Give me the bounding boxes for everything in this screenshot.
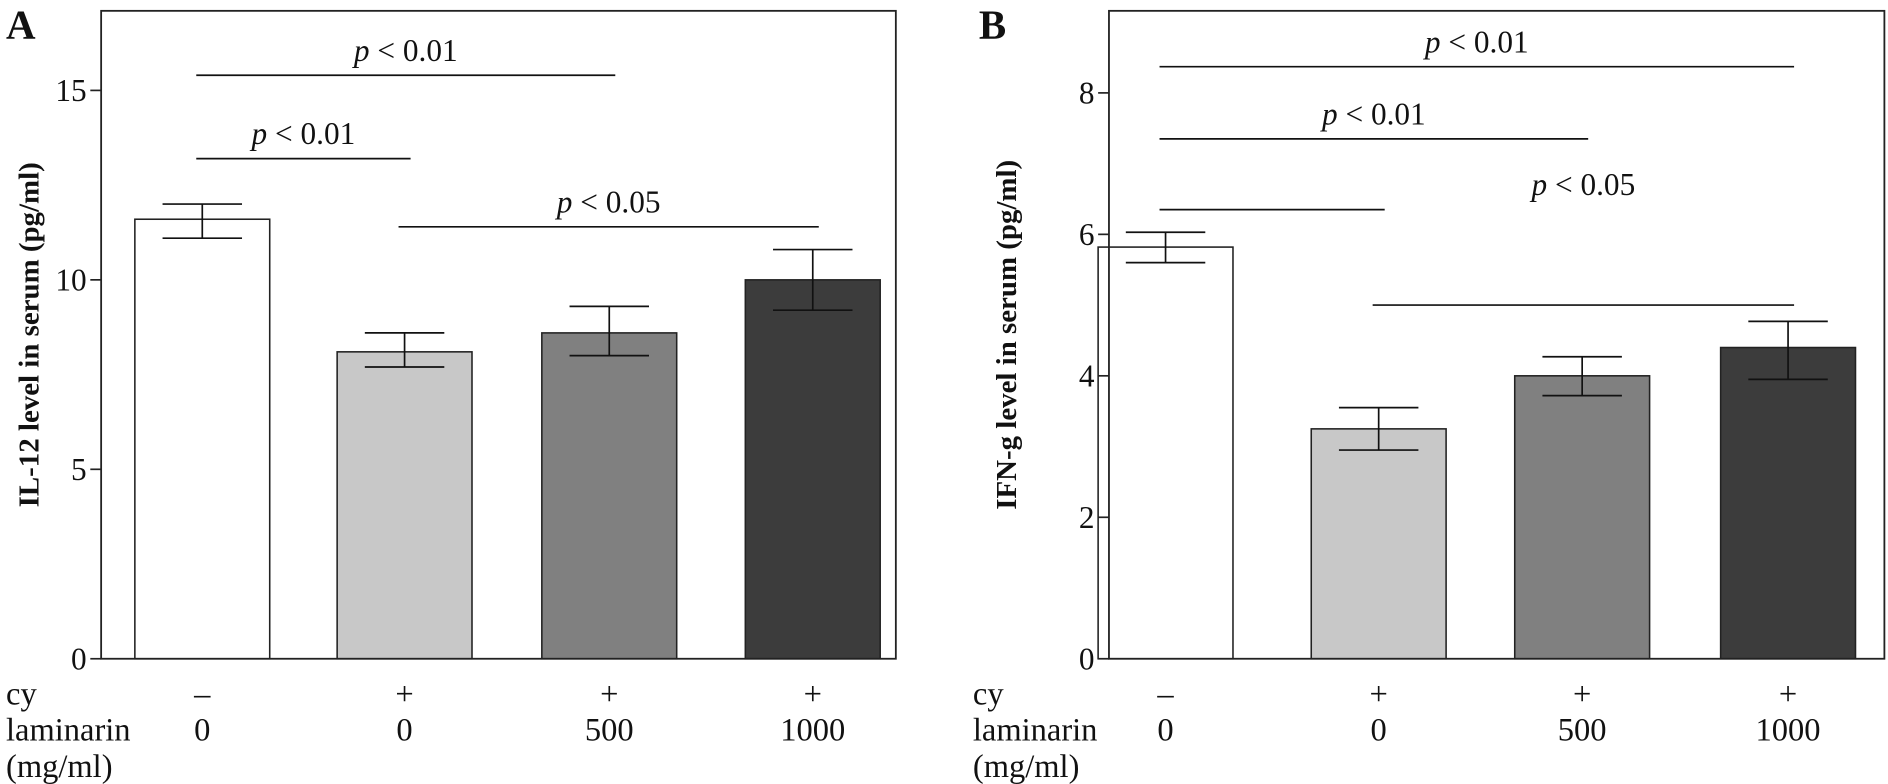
bar [1097,246,1234,660]
row-label-unit: (mg/ml) [6,749,113,784]
y-tick-label: 8 [1079,76,1095,111]
p-symbol: p [250,116,268,151]
tick-label-laminarin: 500 [585,713,634,749]
y-tick-label: 2 [1079,500,1095,535]
tick-label-cy: + [1779,677,1797,713]
significance-label: p < 0.01 [352,33,458,68]
p-symbol: p [1320,96,1338,131]
y-tick-label: 4 [1079,359,1095,394]
p-threshold: < 0.05 [1547,167,1635,202]
bar [744,279,881,660]
tick-label-cy: + [1573,677,1591,713]
row-label-unit: (mg/ml) [973,749,1080,784]
row-label-cy: cy [6,677,37,713]
row-label-cy: cy [973,677,1004,713]
p-symbol: p [1423,24,1441,59]
bar [336,351,473,660]
tick-label-cy: + [804,677,822,713]
tick-label-laminarin: 0 [194,713,210,749]
p-threshold: < 0.05 [572,184,660,219]
y-axis-label: IL-12 level in serum (pg/ml) [14,162,46,507]
y-tick-label: 0 [71,642,87,677]
p-threshold: < 0.01 [1441,24,1529,59]
p-symbol: p [555,184,573,219]
bar [541,332,678,660]
significance-label: p < 0.01 [1320,96,1426,131]
significance-label: p < 0.01 [250,116,356,151]
tick-label-laminarin: 1000 [1756,713,1821,749]
p-symbol: p [352,33,370,68]
significance-label: p < 0.05 [1530,167,1636,202]
plot-frame [100,9,897,660]
panel-label: B [979,3,1006,48]
panel-a: AIL-12 level in serum (pg/ml)–0+0+500+10… [6,3,897,784]
tick-label-laminarin: 0 [1157,713,1173,749]
row-label-laminarin: laminarin [973,713,1098,749]
tick-label-cy: – [193,677,211,713]
p-threshold: < 0.01 [370,33,458,68]
y-axis-label: IFN-g level in serum (pg/ml) [991,160,1023,510]
significance-label: p < 0.05 [555,184,661,219]
tick-label-laminarin: 0 [396,713,412,749]
significance-label: p < 0.01 [1423,24,1529,59]
y-tick-label: 0 [1079,642,1095,677]
p-threshold: < 0.01 [267,116,355,151]
bar [134,218,271,660]
p-threshold: < 0.01 [1338,96,1426,131]
tick-label-laminarin: 0 [1371,713,1387,749]
y-tick-label: 6 [1079,217,1095,252]
y-tick-label: 10 [55,263,86,298]
y-tick-label: 15 [55,73,86,108]
tick-label-cy: – [1156,677,1174,713]
bar [1513,375,1651,660]
tick-label-laminarin: 500 [1558,713,1607,749]
p-symbol: p [1530,167,1548,202]
tick-label-laminarin: 1000 [780,713,845,749]
row-label-laminarin: laminarin [6,713,131,749]
bar [1719,346,1857,660]
tick-label-cy: + [600,677,618,713]
y-tick-label: 5 [71,452,87,487]
panel-label: A [6,3,36,48]
bar [1310,428,1447,660]
tick-label-cy: + [395,677,413,713]
plot-frame [1108,9,1886,660]
tick-label-cy: + [1370,677,1388,713]
